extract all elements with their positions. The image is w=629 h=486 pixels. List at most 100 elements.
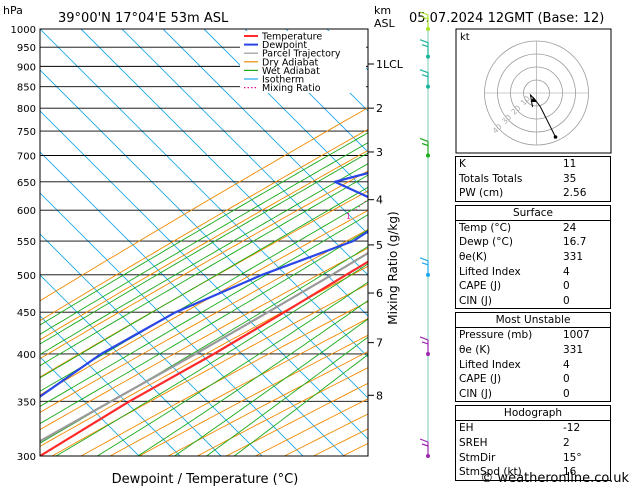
surface-value: 331 — [563, 250, 584, 263]
wind-barb — [419, 11, 430, 31]
pressure-tick-label: 950 — [17, 43, 36, 54]
pressure-tick-label: 400 — [17, 350, 36, 361]
dry-adiabat-line — [40, 190, 368, 378]
isotherm-line — [203, 29, 368, 194]
wet-adiabat-line — [55, 263, 368, 456]
surface-value: 0 — [563, 280, 570, 293]
most-unstable-label: CIN (J) — [459, 387, 492, 400]
hodograph-stat-value: 15° — [563, 451, 582, 464]
surface-value: 0 — [563, 294, 570, 307]
height-tick-label: 3 — [376, 146, 383, 159]
hodograph-stat-label: SREH — [459, 436, 488, 449]
dry-adiabat-line — [51, 283, 368, 456]
dry-adiabat-line — [40, 170, 368, 360]
wind-barb-dot — [426, 454, 430, 458]
height-tick-label: 2 — [376, 102, 383, 115]
mixing-ratio-label: 6 — [437, 212, 442, 221]
surface-title: Surface — [456, 206, 610, 221]
surface-label: Temp (°C) — [459, 221, 512, 234]
wind-barb-flag — [421, 44, 429, 48]
pressure-tick-label: 700 — [17, 151, 36, 162]
location-title: 39°00'N 17°04'E 53m ASL — [58, 11, 229, 26]
height-tick-label: 7 — [376, 337, 383, 350]
stats-panel: K 11 Totals Totals 35 PW (cm) 2.56 Surface Te… — [455, 156, 611, 484]
copyright-label: © weatheronline.co.uk — [480, 471, 629, 486]
height-unit-label-km: km — [374, 4, 391, 17]
surface-row: CIN (J) 0 — [456, 294, 610, 309]
legend-entry: Isotherm — [262, 75, 304, 86]
most-unstable-table: Most Unstable Pressure (mb) 1007 θe (K) 331… — [455, 312, 611, 403]
pressure-tick-label: 600 — [17, 206, 36, 217]
legend-box — [240, 31, 366, 93]
parcel-trajectory-line — [40, 251, 368, 443]
wind-barb-dot — [426, 351, 430, 356]
isotherm-line — [285, 29, 368, 112]
isotherm-line — [40, 356, 140, 456]
surface-row: CAPE (J) 0 — [456, 279, 610, 294]
wet-adiabat-line — [174, 318, 368, 456]
wet-adiabat-line — [137, 300, 368, 456]
isotherm-line — [40, 233, 263, 456]
dry-adiabat-line — [40, 209, 368, 396]
wind-barb-flag — [419, 137, 429, 143]
hodograph-stat-row: StmSpd (kt) 16 — [456, 465, 610, 480]
wind-barb-flag — [421, 443, 429, 447]
height-tick-label: 4 — [376, 194, 383, 207]
pressure-tick-label: 1000 — [11, 25, 36, 36]
surface-label: θe(K) — [459, 250, 487, 263]
most-unstable-title: Most Unstable — [456, 313, 610, 329]
wind-barb-dot — [426, 84, 430, 89]
hodograph-stat-label: StmSpd (kt) — [459, 466, 522, 479]
wind-barb-flag — [421, 74, 429, 78]
mixing-ratio-label: 2 — [379, 212, 384, 221]
index-row: Totals Totals 35 — [456, 172, 610, 187]
dry-adiabat-line — [40, 107, 368, 302]
height-unit-label-asl: ASL — [374, 17, 396, 30]
pressure-tick-label: 650 — [17, 178, 36, 189]
wind-barb — [419, 69, 430, 89]
most-unstable-value: 331 — [563, 343, 584, 356]
hodograph-trace — [529, 93, 556, 138]
wind-barb — [419, 137, 430, 158]
wet-adiabat-line — [97, 281, 368, 456]
hodograph-stat-value: 2 — [563, 436, 570, 449]
surface-row: Dewp (°C) 16.7 — [456, 235, 610, 250]
height-tick-label: 6 — [376, 287, 383, 300]
wind-barb-dot — [426, 272, 430, 277]
isotherm-line — [244, 29, 368, 153]
isotherm-line — [40, 192, 304, 456]
pressure-tick-label: 900 — [17, 62, 36, 73]
most-unstable-row: Pressure (mb) 1007 — [456, 328, 610, 343]
most-unstable-label: Lifted Index — [459, 358, 521, 371]
storm-motion-marker — [530, 97, 537, 102]
hodograph-stat-label: EH — [459, 422, 474, 435]
index-label: PW (cm) — [459, 187, 504, 200]
legend-entry: Mixing Ratio — [262, 83, 321, 94]
wind-barb — [419, 39, 430, 59]
wind-barb — [419, 438, 430, 458]
index-label: K — [459, 158, 466, 170]
most-unstable-value: 4 — [563, 358, 570, 371]
index-label: Totals Totals — [459, 172, 523, 185]
wind-barb-flag — [421, 16, 429, 20]
dry-adiabat-line — [80, 300, 368, 456]
index-value: 35 — [563, 172, 577, 185]
isotherm-line — [40, 315, 181, 456]
hodograph-stat-value: 16 — [563, 466, 577, 479]
x-axis-label: Dewpoint / Temperature (°C) — [112, 472, 299, 486]
wind-barb-flag — [419, 438, 429, 443]
wet-adiabat-line — [40, 132, 368, 326]
isotherm-line — [80, 29, 368, 317]
wet-adiabat-line — [40, 174, 368, 367]
index-row: K 11 — [456, 157, 610, 172]
most-unstable-row: Lifted Index 4 — [456, 358, 610, 373]
mixing-ratio-label: 3 — [400, 212, 405, 221]
pressure-tick-label: 750 — [17, 127, 36, 138]
wind-barb-flag — [419, 11, 429, 16]
hodograph-stat-label: StmDir — [459, 451, 496, 464]
most-unstable-label: θe (K) — [459, 343, 491, 356]
wind-barb-flag — [419, 336, 429, 341]
wind-barb — [419, 257, 430, 277]
most-unstable-label: CAPE (J) — [459, 373, 502, 386]
